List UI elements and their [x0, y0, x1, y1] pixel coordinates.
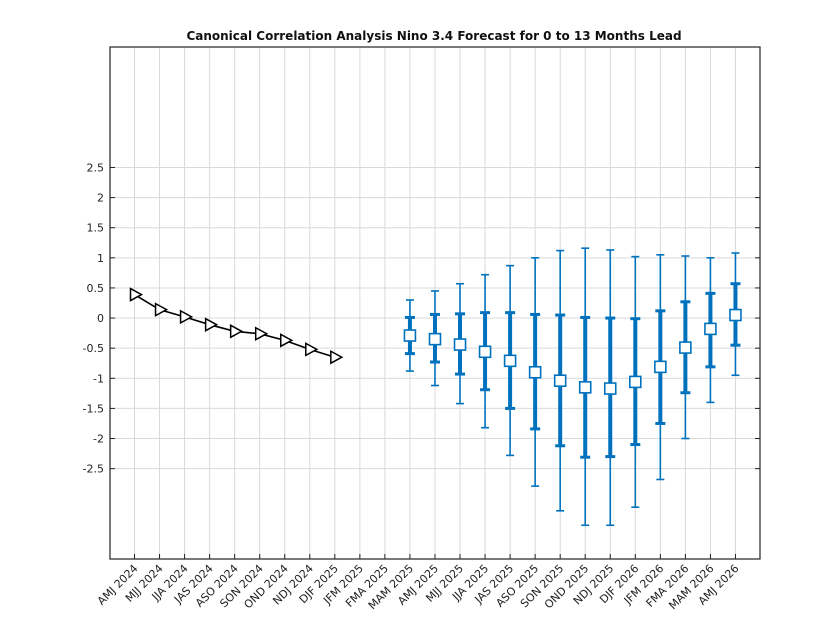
y-tick-label: -0.5	[83, 342, 104, 355]
observed-point	[179, 309, 194, 325]
forecast-point	[679, 341, 692, 354]
forecast-point	[503, 354, 517, 368]
observed-point	[229, 324, 244, 339]
observed-point	[129, 287, 144, 302]
y-axis: -2.5 -2 -1.5 -1 -0.5 0 0.5 1 1.5 2 2.5	[83, 161, 760, 476]
observed-point	[204, 317, 219, 332]
y-tick-label: 2	[97, 192, 104, 205]
y-tick-label: 0	[97, 312, 104, 325]
forecast-point	[453, 338, 467, 351]
observed-point	[254, 326, 269, 341]
forecast-point	[628, 375, 642, 389]
observed-point	[305, 342, 319, 357]
y-tick-label: 1.5	[87, 222, 105, 235]
forecast-point	[704, 322, 717, 336]
observed-point	[330, 349, 344, 365]
forecast-point	[578, 381, 592, 394]
plot-area	[129, 247, 742, 527]
forecast-point	[553, 374, 567, 388]
observed-point	[279, 333, 294, 348]
y-tick-label: -1.5	[83, 402, 104, 415]
forecast-point	[528, 365, 542, 379]
y-tick-label: -1	[93, 372, 104, 385]
forecast-point	[654, 360, 667, 374]
forecast-point	[478, 345, 492, 359]
y-tick-label: -2	[93, 433, 104, 446]
y-tick-label: 2.5	[87, 161, 105, 174]
axes-frame	[109, 46, 761, 560]
y-tick-label: 0.5	[87, 282, 105, 295]
observed-point	[154, 302, 169, 317]
chart-title: Canonical Correlation Analysis Nino 3.4 …	[186, 29, 681, 43]
forecast-point	[729, 308, 742, 322]
forecast-point	[403, 329, 417, 342]
y-tick-label: 1	[97, 252, 104, 265]
forecast-point	[603, 382, 617, 395]
forecast-point	[428, 332, 442, 346]
y-tick-label: -2.5	[83, 463, 104, 476]
